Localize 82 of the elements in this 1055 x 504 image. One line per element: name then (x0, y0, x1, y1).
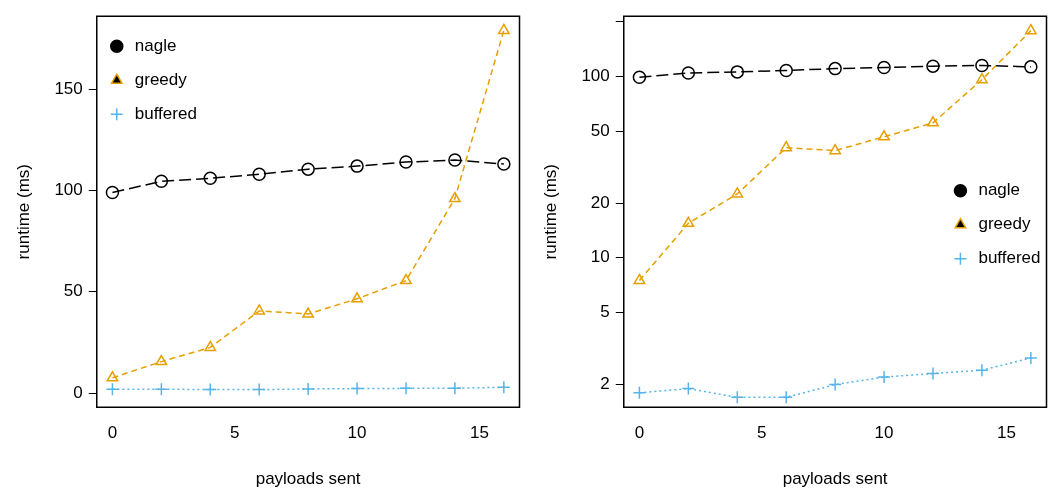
point (154, 382, 169, 396)
point (301, 162, 315, 176)
point (681, 381, 696, 396)
point (400, 273, 412, 285)
point (731, 187, 744, 198)
point (632, 70, 647, 85)
point (682, 216, 695, 228)
point (632, 386, 647, 400)
y-tick-label: 50 (590, 120, 610, 140)
y-tick-label: 5 (600, 302, 610, 322)
point (497, 23, 510, 35)
point (633, 273, 646, 285)
x-tick-label: 10 (347, 423, 367, 443)
point (106, 371, 119, 382)
point (497, 157, 511, 171)
point (877, 370, 891, 384)
x-tick-label: 5 (230, 423, 240, 443)
point (399, 381, 413, 396)
point (252, 382, 266, 397)
legend-label: buffered (978, 248, 1041, 268)
x-axis-title: payloads sent (782, 469, 888, 489)
point (926, 366, 940, 381)
point (730, 390, 745, 405)
point (877, 60, 891, 75)
point (252, 167, 266, 181)
point (301, 382, 315, 396)
point (975, 363, 989, 377)
x-tick-label: 0 (634, 423, 645, 443)
point (975, 72, 988, 84)
point (1024, 23, 1037, 35)
point (828, 377, 842, 392)
legend-label: greedy (134, 69, 188, 89)
y-axis-title: runtime (ms) (13, 164, 33, 260)
point (253, 304, 266, 315)
point (448, 381, 462, 395)
y-tick-label: 100 (581, 66, 610, 86)
point (350, 159, 364, 173)
legend-label: buffered (134, 103, 197, 123)
x-tick-label: 15 (996, 423, 1016, 443)
point (448, 191, 461, 203)
x-tick-label: 15 (469, 423, 489, 443)
y-tick-label: 20 (590, 192, 610, 212)
point (204, 340, 217, 352)
point (154, 174, 169, 189)
y-tick-label: 2 (600, 374, 610, 394)
y-tick-label: 100 (54, 180, 83, 200)
point (878, 130, 891, 141)
point (302, 307, 315, 318)
point (1024, 351, 1038, 365)
point (203, 171, 218, 186)
point (779, 390, 793, 405)
point (927, 116, 939, 127)
point (351, 292, 364, 303)
point (497, 380, 511, 395)
point (399, 155, 413, 169)
point (681, 66, 696, 80)
point (448, 153, 462, 167)
point (105, 185, 120, 200)
legend-label: greedy (978, 214, 1031, 234)
point (105, 382, 120, 397)
point (780, 140, 793, 152)
point (350, 381, 364, 396)
x-tick-label: 10 (874, 423, 894, 443)
y-tick-label: 0 (73, 382, 83, 402)
point (155, 354, 168, 366)
x-tick-label: 5 (757, 423, 767, 443)
y-axis-title: runtime (ms) (540, 164, 560, 260)
point (975, 58, 989, 73)
point (779, 63, 793, 78)
legend-label: nagle (134, 35, 177, 55)
point (1024, 60, 1038, 74)
y-tick-label: 10 (590, 247, 610, 267)
point (203, 382, 218, 397)
legend-label: nagle (978, 180, 1021, 200)
y-tick-label: 150 (54, 78, 83, 98)
point (829, 143, 842, 155)
y-tick-label: 50 (63, 281, 83, 301)
point (926, 59, 940, 73)
x-axis-title: payloads sent (255, 469, 361, 489)
point (730, 65, 745, 79)
x-tick-label: 0 (107, 423, 118, 443)
point (828, 61, 842, 76)
